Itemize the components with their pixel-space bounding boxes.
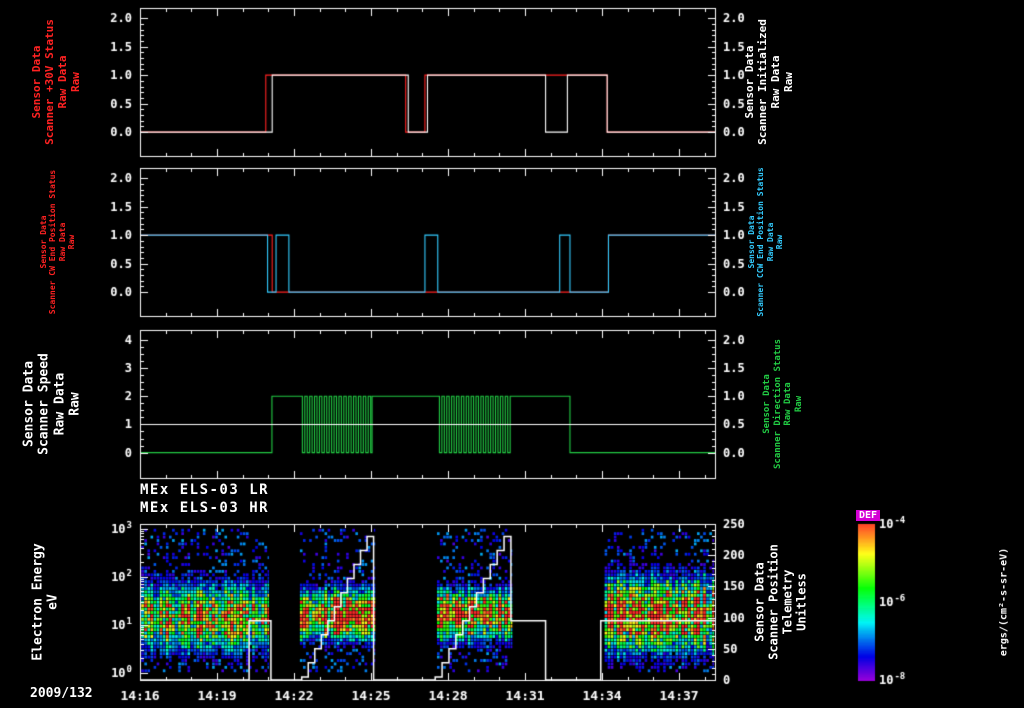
x-axis-date-label: 2009/132 — [30, 686, 93, 701]
panel4-right-axis-label: Sensor Data Scanner Position Telemetry U… — [752, 544, 810, 660]
panel3-right-axis-label: Sensor Data Scanner Direction Status Raw… — [761, 338, 804, 470]
panel1-right-axis-label: Sensor Data Scanner Initialized Raw Data… — [743, 19, 795, 145]
panel3-left-axis-label: Sensor Data Scanner Speed Raw Data Raw — [21, 353, 83, 455]
colorbar-unit-label: ergs/(cm²-s-sr-eV) — [998, 547, 1010, 657]
spectrogram-title-lr: MEx ELS-03 LR — [140, 482, 270, 498]
panel2-right-axis-label: Sensor Data Scanner CCW End Position Sta… — [747, 167, 785, 317]
panel2-left-axis-label: Sensor Data Scanner CW End Position Stat… — [39, 169, 77, 315]
colorbar-def-label: DEF — [856, 510, 881, 521]
panel1-left-axis-label: Sensor Data Scanner +30V Status Raw Data… — [30, 19, 82, 145]
spectrogram-title-hr: MEx ELS-03 HR — [140, 500, 270, 516]
panel4-left-axis-label: Electron Energy eV — [30, 543, 61, 661]
